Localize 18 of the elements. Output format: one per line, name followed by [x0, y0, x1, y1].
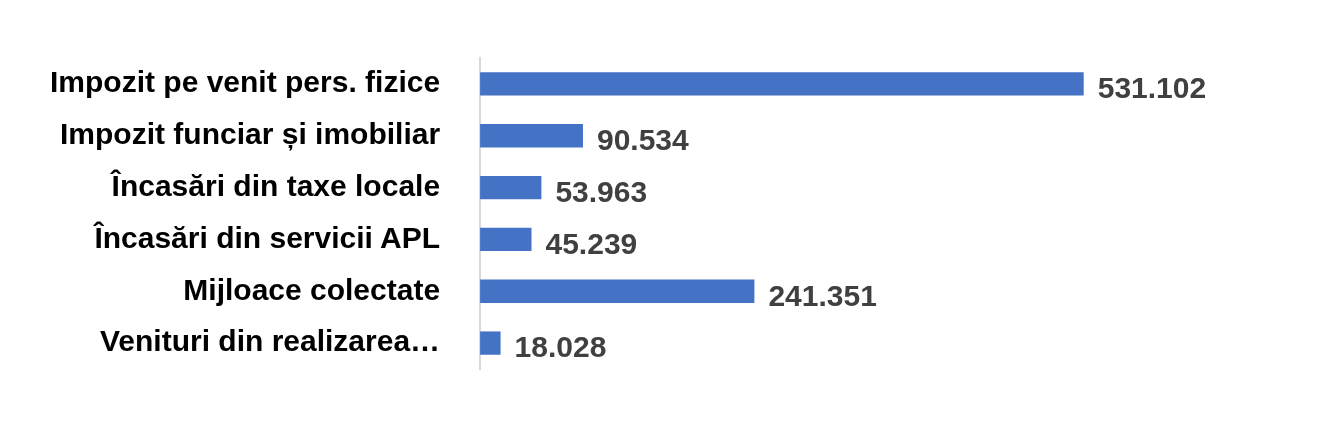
y-tick-label: Impozit pe venit pers. fizice	[49, 65, 441, 99]
bar	[480, 72, 1084, 96]
data-label: 90.534	[596, 123, 690, 157]
data-label: 53.963	[555, 174, 648, 208]
bar	[480, 124, 583, 148]
bar	[480, 331, 501, 355]
y-tick-label: Încasări din taxe locale	[109, 168, 441, 202]
y-tick-label: Mijloace colectate	[183, 272, 441, 306]
bar	[480, 227, 532, 252]
bar	[480, 175, 542, 200]
y-tick-label: Încasări din servicii APL	[92, 220, 441, 254]
y-tick-label: Venituri din realizarea…	[99, 324, 441, 358]
data-label: 241.351	[768, 278, 877, 312]
bar	[480, 279, 755, 303]
data-label: 531.102	[1097, 71, 1207, 105]
y-tick-label: Impozit funciar și imobiliar	[60, 117, 441, 152]
data-label: 18.028	[514, 330, 607, 364]
data-label: 45.239	[545, 226, 638, 260]
